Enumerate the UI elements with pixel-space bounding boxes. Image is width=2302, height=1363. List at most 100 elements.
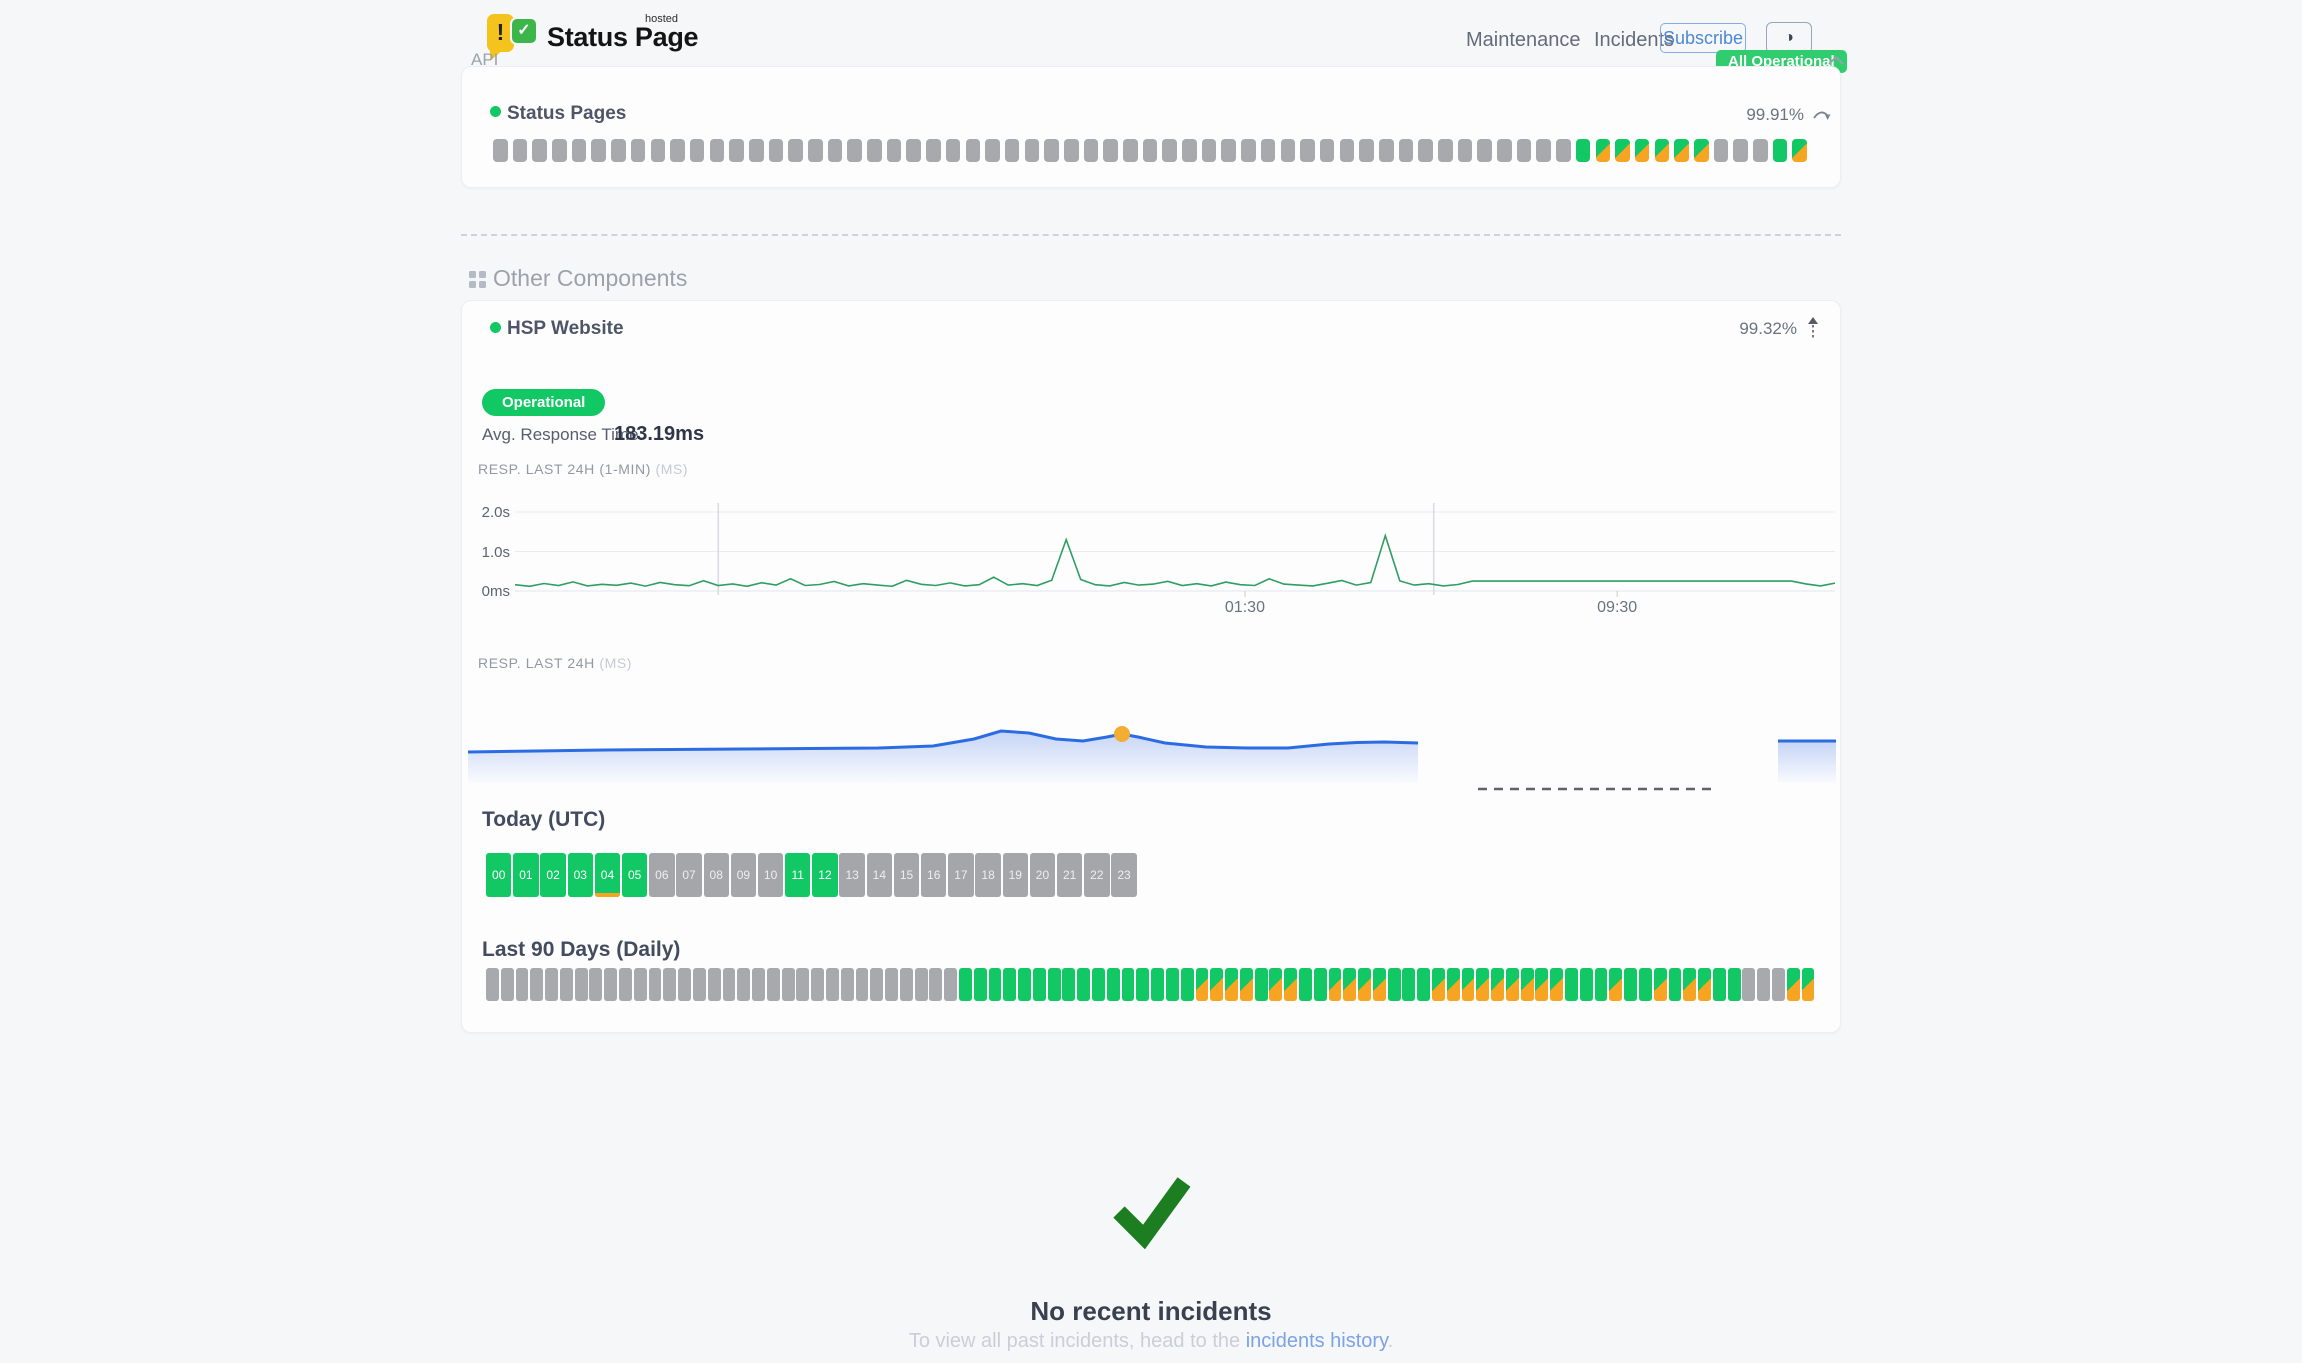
avg-response-label: Avg. Response Time: (482, 425, 644, 444)
uptime-segment (1378, 139, 1394, 162)
day-segment (1003, 968, 1017, 1001)
uptime-segment (1044, 139, 1059, 162)
incidents-subtitle: To view all past incidents, head to the … (908, 1330, 1394, 1352)
uptime-segment (571, 139, 587, 162)
section-divider (461, 234, 1841, 236)
uptime-segment (1359, 139, 1374, 162)
uptime-segment (1142, 139, 1158, 162)
day-segment (678, 968, 692, 1001)
day-segment (1077, 968, 1091, 1001)
day-segment (619, 968, 632, 1001)
day-segment (1032, 968, 1046, 1001)
day-segment (825, 968, 839, 1001)
last90-uptime-bar (486, 968, 1815, 1001)
nav-incidents[interactable]: Incidents (1594, 29, 1675, 51)
day-segment (1668, 968, 1682, 1001)
day-segment (796, 968, 810, 1001)
uptime-segment (1772, 139, 1788, 162)
y-axis-label: 2.0s (481, 504, 510, 521)
day-segment (766, 968, 780, 1001)
uptime-segment (1792, 139, 1807, 162)
nav-maintenance[interactable]: Maintenance (1466, 29, 1581, 51)
day-segment (1165, 968, 1179, 1001)
hour-tile-00: 00 (486, 853, 512, 897)
component-name: Status Pages (507, 103, 627, 124)
uptime-segment (965, 139, 981, 162)
day-segment (1062, 968, 1076, 1001)
uptime-segment (1221, 139, 1237, 162)
day-segment (1476, 968, 1490, 1001)
day-segment (959, 968, 972, 1001)
hour-tile-19: 19 (1002, 853, 1028, 897)
uptime-segment (1497, 139, 1512, 162)
uptime-segment (729, 139, 744, 162)
subscribe-button[interactable]: Subscribe (1660, 23, 1746, 53)
uptime-segment (1516, 139, 1532, 162)
day-segment (1609, 968, 1623, 1001)
uptime-segment (1438, 139, 1453, 162)
hour-tile-22: 22 (1084, 853, 1110, 897)
brand-logo-icon: ! ✓ (487, 14, 539, 61)
component-name: HSP Website (507, 318, 624, 339)
day-segment (589, 968, 603, 1001)
uptime-segment (512, 139, 528, 162)
y-axis-label: 0ms (481, 583, 510, 600)
chart1-unit: (MS) (655, 461, 689, 477)
day-segment (1535, 968, 1549, 1001)
hour-tile-06: 06 (649, 853, 675, 897)
incidents-history-link[interactable]: incidents history (1245, 1330, 1388, 1352)
uptime-segment (1063, 139, 1079, 162)
day-segment (707, 968, 721, 1001)
today-hour-tiles: 00 01 02 03 04 05 06 07 08 09 10 11 12 13 14 15 16 17 18 19… (486, 853, 1137, 897)
hour-tile-21: 21 (1056, 853, 1083, 897)
hour-tile-20: 20 (1029, 853, 1056, 897)
partial-outage-strip (594, 892, 621, 897)
expand-up-arrow-icon[interactable] (1805, 316, 1821, 339)
uptime-segment (1713, 139, 1729, 162)
uptime-segment (493, 139, 508, 162)
day-segment (1683, 968, 1697, 1001)
uptime-segment (1595, 139, 1611, 162)
day-segment (1106, 968, 1120, 1001)
response-time-area-chart (468, 695, 1841, 805)
day-segment (1136, 968, 1150, 1001)
status-badge: Operational (482, 389, 606, 416)
uptime-segment (827, 139, 843, 162)
chevron-up-icon[interactable] (1827, 54, 1845, 67)
day-segment (663, 968, 677, 1001)
component-card-hsp-website: HSP Website 99.32% (461, 300, 1841, 1033)
day-segment (1446, 968, 1460, 1001)
uptime-segment (1615, 139, 1630, 162)
uptime-segment (1575, 139, 1591, 162)
hour-tile-17: 17 (948, 853, 974, 897)
hour-tile-04: 04 (594, 853, 621, 897)
uptime-segment (1477, 139, 1492, 162)
hour-tile-11: 11 (785, 853, 811, 897)
logo-bubble-yellow (487, 14, 514, 52)
uptime-segment (847, 139, 862, 162)
day-segment (840, 968, 854, 1001)
uptime-segment (1319, 139, 1335, 162)
uptime-segment (1753, 139, 1768, 162)
hour-tile-07: 07 (676, 853, 702, 897)
day-segment (1387, 968, 1401, 1001)
day-segment (1520, 968, 1534, 1001)
day-segment (973, 968, 987, 1001)
day-segment (737, 968, 751, 1001)
x-axis-label: 09:30 (1597, 599, 1638, 616)
uptime-segment (926, 139, 941, 162)
uptime-segment (1556, 139, 1571, 162)
day-segment (1594, 968, 1608, 1001)
last90-heading: Last 90 Days (Daily) (482, 938, 681, 961)
day-segment (1195, 968, 1209, 1001)
day-segment (1712, 968, 1726, 1001)
day-segment (1358, 968, 1371, 1001)
refresh-icon[interactable] (1811, 107, 1831, 123)
day-segment (1417, 968, 1431, 1001)
day-segment (1047, 968, 1061, 1001)
today-heading: Today (UTC) (482, 808, 606, 831)
hour-tile-14: 14 (866, 853, 893, 897)
uptime-segment (886, 139, 902, 162)
status-dot (490, 322, 501, 333)
